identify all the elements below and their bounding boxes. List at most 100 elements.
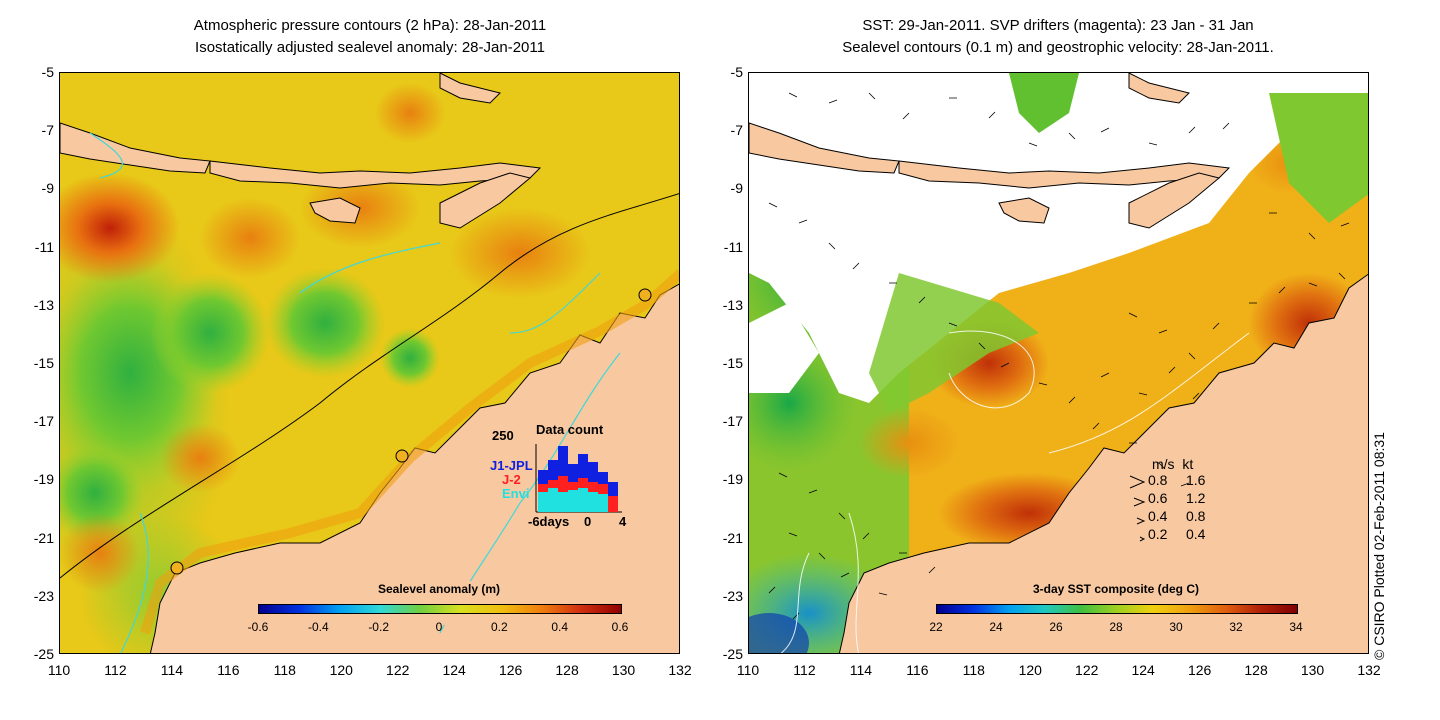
bar-group-4: [568, 464, 578, 512]
velocity-arrows: [768, 92, 1350, 620]
tide-gauge-3: [170, 561, 184, 575]
velocity-row-2-ms: 0.6: [1148, 490, 1168, 506]
right-x-tick-4: 118: [962, 662, 985, 678]
bar-group-6: [588, 462, 598, 512]
right-title-line1: SST: 29-Jan-2011. SVP drifters (magenta)…: [862, 17, 1254, 34]
sumba-island: [309, 197, 361, 224]
right-y-tick-1: -7: [730, 122, 743, 139]
bar-group-8: [608, 482, 618, 512]
right-y-tick-0: -5: [730, 64, 743, 80]
left-map: [59, 72, 680, 654]
right-y-tick-10: -25: [722, 646, 743, 662]
velocity-row-1-ms: 0.8: [1148, 472, 1168, 488]
left-title-line1: Atmospheric pressure contours (2 hPa): 2…: [193, 17, 547, 34]
cloud-mask-west: [749, 303, 819, 393]
cyan-contour-4: [120, 512, 149, 653]
left-cbar-tick-2: -0.2: [368, 620, 389, 634]
timor-island-r: [1128, 172, 1221, 229]
left-y-tick-7: -19: [33, 471, 54, 488]
data-count-x-label-zero: 0: [584, 514, 592, 529]
right-x-tick-7: 124: [1131, 662, 1155, 678]
right-cbar-tick-6: 34: [1289, 620, 1303, 634]
right-x-tick-5: 120: [1018, 662, 1042, 678]
right-cbar-tick-1: 24: [989, 620, 1003, 634]
sumba-island-r: [998, 197, 1050, 224]
left-cbar-tick-0: -0.6: [247, 620, 269, 634]
left-y-tick-6: -17: [33, 413, 54, 430]
bar-group-3: [558, 446, 568, 512]
arrow-04: [1136, 517, 1146, 525]
left-cbar-tick-4: 0.2: [490, 620, 508, 634]
left-x-tick-3: 116: [217, 662, 240, 678]
left-y-tick-9: -23: [33, 587, 54, 604]
left-map-svg: [60, 73, 679, 653]
left-colorbar: [258, 604, 622, 614]
right-x-tick-2: 114: [849, 662, 873, 678]
credit-text: © CSIRO Plotted 02-Feb-2011 08:31: [1371, 432, 1387, 660]
left-x-tick-11: 132: [668, 662, 692, 678]
velocity-legend: m/s kt 0.8 1.6 0.6 1.2 0.4 0.8 0.2 0.4: [1126, 456, 1236, 542]
right-y-tick-8: -21: [722, 529, 743, 546]
right-cbar-tick-5: 32: [1229, 620, 1243, 634]
left-x-tick-4: 118: [273, 662, 296, 678]
right-y-tick-9: -23: [722, 587, 743, 604]
cyan-contour-5: [509, 272, 601, 334]
left-y-tick-10: -25: [33, 646, 54, 662]
anomaly-high-1: [60, 173, 180, 283]
right-x-tick-10: 130: [1300, 662, 1325, 678]
anomaly-high-6: [60, 513, 140, 593]
sst-orange-1: [859, 408, 959, 478]
right-map: [748, 72, 1369, 654]
left-cbar-tick-3: 0: [435, 620, 443, 634]
data-count-bars: [535, 444, 622, 513]
java-island: [60, 122, 211, 174]
sst-colorbar-backdrop: [919, 581, 1319, 625]
right-y-tick-4: -13: [722, 296, 743, 313]
left-x-tick-7: 124: [442, 662, 466, 678]
left-x-tick-5: 120: [329, 662, 353, 678]
right-x-tick-11: 132: [1357, 662, 1381, 678]
series-label-envi: Envi: [502, 486, 530, 501]
right-x-tick-3: 116: [906, 662, 929, 678]
bar-group-2: [548, 460, 558, 512]
data-count-x-label-end: 4: [619, 514, 627, 529]
sealevel-contours: [780, 330, 1250, 653]
left-y-tick-5: -15: [33, 355, 54, 371]
right-colorbar: [936, 604, 1298, 614]
velocity-row-4-ms: 0.2: [1148, 526, 1168, 542]
data-count-ymax: 250: [492, 428, 514, 443]
left-x-tick-6: 122: [386, 662, 410, 678]
bar-group-1: [538, 470, 548, 512]
right-x-tick-0: 110: [736, 662, 760, 678]
left-cbar-tick-6: 0.6: [611, 620, 629, 634]
anomaly-green-3: [265, 268, 385, 378]
left-x-tick-10: 130: [611, 662, 636, 678]
timor-island: [439, 172, 532, 229]
velocity-row-2-kt: 1.2: [1186, 490, 1206, 506]
left-x-tick-0: 110: [47, 662, 71, 678]
left-cbar-tick-5: 0.4: [551, 620, 568, 634]
northern-island-r: [1128, 73, 1190, 104]
colorbar-backdrop: [246, 581, 626, 625]
right-y-tick-7: -19: [722, 471, 743, 488]
pressure-contour-1: [60, 193, 679, 579]
sst-blue-1: [749, 613, 809, 653]
velocity-row-1-kt: 1.6: [1186, 472, 1206, 488]
right-cbar-tick-4: 30: [1169, 620, 1183, 634]
anomaly-high-4: [375, 83, 445, 143]
tide-gauge-2: [395, 449, 409, 463]
anomaly-green-2: [150, 273, 270, 393]
cyan-contour-1: [89, 132, 123, 179]
left-y-tick-8: -21: [33, 529, 54, 546]
java-island-r: [749, 122, 900, 174]
left-y-tick-4: -13: [33, 296, 54, 313]
right-colorbar-label: 3-day SST composite (deg C): [1032, 582, 1200, 596]
right-y-tick-2: -9: [730, 180, 743, 197]
right-cbar-tick-0: 22: [929, 620, 943, 634]
left-y-tick-2: -9: [41, 180, 54, 197]
sst-north-green: [1009, 73, 1079, 133]
series-label-j1: J1-JPL: [490, 458, 533, 473]
anomaly-green-6: [380, 328, 440, 388]
bar-group-7: [598, 472, 608, 512]
left-x-tick-2: 114: [160, 662, 184, 678]
